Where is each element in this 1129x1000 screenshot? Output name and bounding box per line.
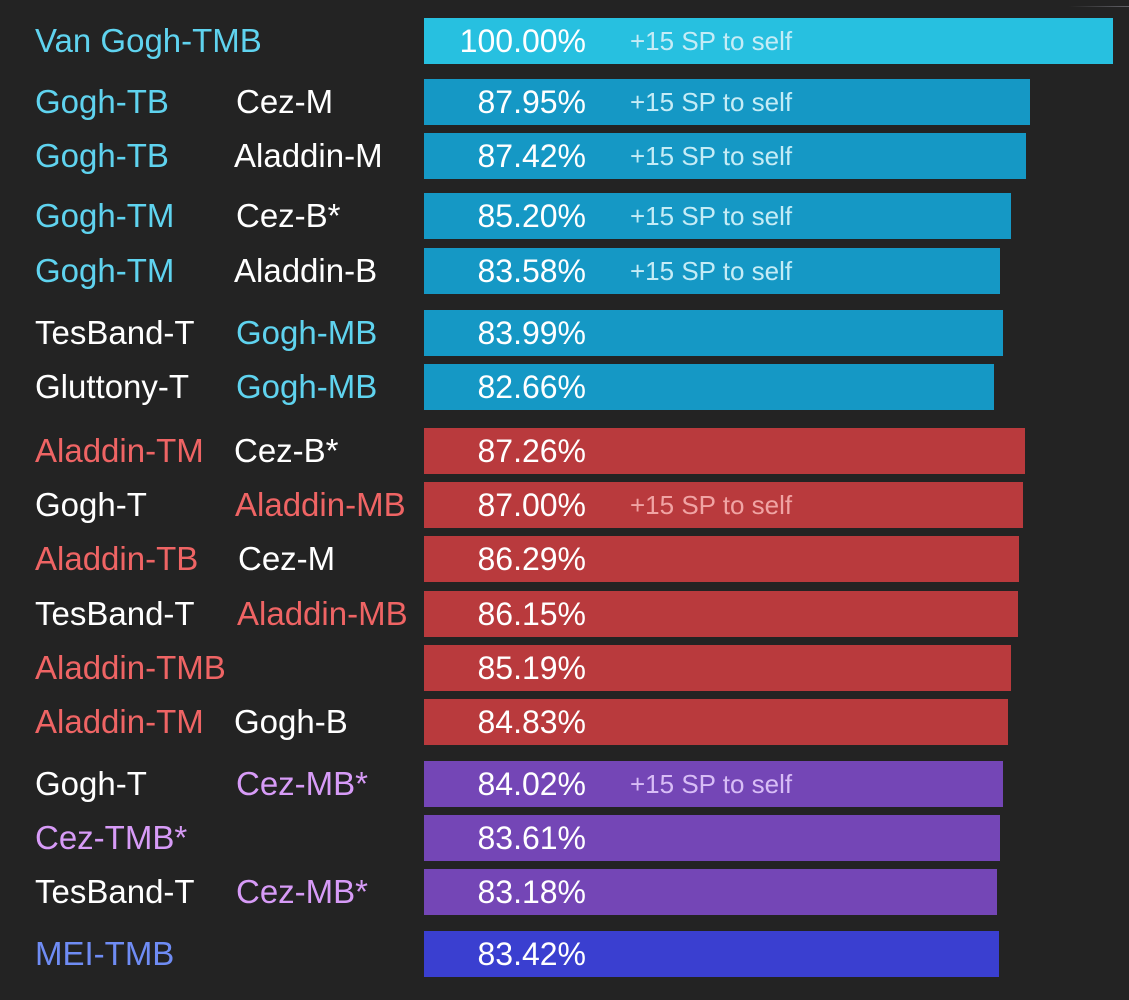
row-label-primary: Aladdin-TM	[35, 432, 204, 469]
bar	[424, 310, 1003, 356]
chart-row: Van Gogh-TMB 100.00% +15 SP to self	[0, 18, 1129, 64]
row-label-primary: Gogh-T	[35, 486, 147, 523]
row-label-primary: Gogh-T	[35, 765, 147, 802]
row-label-secondary: Aladdin-MB	[237, 595, 408, 632]
row-label-primary: Van Gogh-TMB	[35, 22, 262, 59]
row-label-secondary: Cez-B*	[236, 197, 341, 234]
sp-note: +15 SP to self	[630, 490, 793, 520]
row-label-primary: Aladdin-TM	[35, 703, 204, 740]
bar-value-label: 83.99%	[477, 315, 586, 351]
chart-row: Gogh-TM Cez-B* 85.20% +15 SP to self	[0, 193, 1129, 239]
sp-note: +15 SP to self	[630, 769, 793, 799]
bar	[424, 869, 997, 915]
sp-note: +15 SP to self	[630, 201, 793, 231]
bar-value-label: 83.42%	[477, 936, 586, 972]
chart-row: Gogh-T Aladdin-MB 87.00% +15 SP to self	[0, 482, 1129, 528]
bar	[424, 79, 1030, 125]
bar-value-label: 100.00%	[459, 23, 586, 59]
chart-row: TesBand-T Aladdin-MB 86.15%	[0, 591, 1129, 637]
bar-value-label: 86.15%	[477, 596, 586, 632]
chart-row: Aladdin-TM Gogh-B 84.83%	[0, 699, 1129, 745]
bar	[424, 482, 1023, 528]
corner-divider	[1069, 6, 1129, 7]
bar	[424, 18, 1113, 64]
row-label-primary: Gogh-TM	[35, 252, 175, 289]
row-label-primary: Aladdin-TB	[35, 540, 199, 577]
chart-row: Gogh-TM Aladdin-B 83.58% +15 SP to self	[0, 248, 1129, 294]
chart-row: Gogh-TB Cez-M 87.95% +15 SP to self	[0, 79, 1129, 125]
chart-row: TesBand-T Cez-MB* 83.18%	[0, 869, 1129, 915]
bar	[424, 931, 999, 977]
row-label-primary: Gogh-TB	[35, 137, 169, 174]
row-label-secondary: Aladdin-B	[234, 252, 378, 289]
bar-value-label: 82.66%	[477, 369, 586, 405]
bar-value-label: 87.26%	[477, 433, 586, 469]
bar	[424, 699, 1008, 745]
row-label-secondary: Cez-MB*	[236, 873, 369, 910]
chart-row: Gogh-T Cez-MB* 84.02% +15 SP to self	[0, 761, 1129, 807]
row-label-primary: TesBand-T	[35, 873, 195, 910]
row-label-secondary: Gogh-MB	[236, 314, 378, 351]
bar	[424, 364, 994, 410]
sp-note: +15 SP to self	[630, 87, 793, 117]
chart-row: Aladdin-TB Cez-M 86.29%	[0, 536, 1129, 582]
sp-note: +15 SP to self	[630, 256, 793, 286]
chart-row: Aladdin-TMB 85.19%	[0, 645, 1129, 691]
row-label-primary: TesBand-T	[35, 595, 195, 632]
sp-note: +15 SP to self	[630, 26, 793, 56]
bar-value-label: 84.83%	[477, 704, 586, 740]
chart-row: Cez-TMB* 83.61%	[0, 815, 1129, 861]
row-label-secondary: Gogh-B	[234, 703, 348, 740]
row-label-secondary: Cez-M	[238, 540, 336, 577]
bar	[424, 133, 1026, 179]
bar-value-label: 85.19%	[477, 650, 586, 686]
row-label-secondary: Aladdin-MB	[235, 486, 406, 523]
bar	[424, 193, 1011, 239]
bar-value-label: 87.00%	[477, 487, 586, 523]
row-label-primary: TesBand-T	[35, 314, 195, 351]
row-label-secondary: Aladdin-M	[234, 137, 383, 174]
row-label-secondary: Cez-B*	[234, 432, 339, 469]
bar	[424, 536, 1019, 582]
bar	[424, 761, 1003, 807]
bar-value-label: 86.29%	[477, 541, 586, 577]
bar	[424, 591, 1018, 637]
chart-row: MEI-TMB 83.42%	[0, 931, 1129, 977]
row-label-primary: Gluttony-T	[35, 368, 190, 405]
bar	[424, 645, 1011, 691]
bar	[424, 428, 1025, 474]
row-label-primary: Cez-TMB*	[35, 819, 188, 856]
row-label-primary: Gogh-TB	[35, 83, 169, 120]
bar-value-label: 84.02%	[477, 766, 586, 802]
sp-note: +15 SP to self	[630, 141, 793, 171]
bar-value-label: 87.95%	[477, 84, 586, 120]
row-label-secondary: Gogh-MB	[236, 368, 378, 405]
bar-value-label: 83.58%	[477, 253, 586, 289]
row-label-primary: Gogh-TM	[35, 197, 175, 234]
bar-value-label: 87.42%	[477, 138, 586, 174]
bar	[424, 248, 1000, 294]
row-label-secondary: Cez-MB*	[236, 765, 369, 802]
row-label-secondary: Cez-M	[236, 83, 334, 120]
bar-value-label: 83.18%	[477, 874, 586, 910]
bar	[424, 815, 1000, 861]
chart-row: Gogh-TB Aladdin-M 87.42% +15 SP to self	[0, 133, 1129, 179]
row-label-primary: Aladdin-TMB	[35, 649, 226, 686]
chart-row: Gluttony-T Gogh-MB 82.66%	[0, 364, 1129, 410]
bar-value-label: 83.61%	[477, 820, 586, 856]
chart-row: Aladdin-TM Cez-B* 87.26%	[0, 428, 1129, 474]
row-label-primary: MEI-TMB	[35, 935, 175, 972]
bar-value-label: 85.20%	[477, 198, 586, 234]
chart-row: TesBand-T Gogh-MB 83.99%	[0, 310, 1129, 356]
